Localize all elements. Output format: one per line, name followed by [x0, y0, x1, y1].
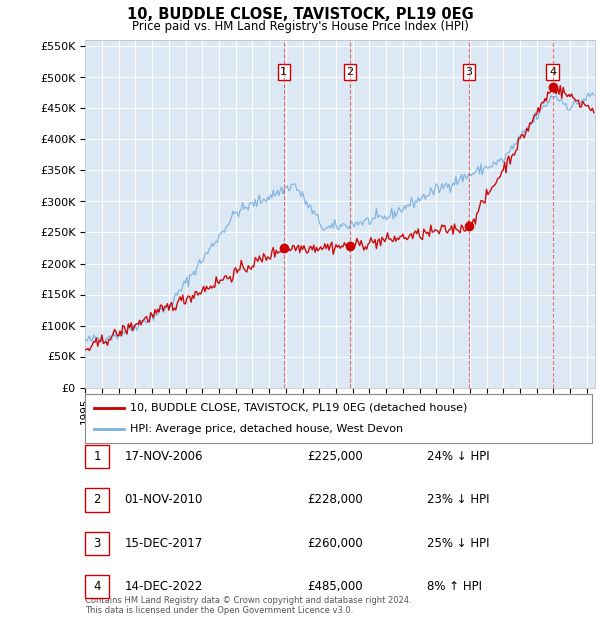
Text: 2: 2	[346, 67, 353, 78]
Text: £260,000: £260,000	[307, 537, 363, 550]
Text: 14-DEC-2022: 14-DEC-2022	[124, 580, 203, 593]
Text: 10, BUDDLE CLOSE, TAVISTOCK, PL19 0EG: 10, BUDDLE CLOSE, TAVISTOCK, PL19 0EG	[127, 7, 473, 22]
Text: 2: 2	[94, 494, 101, 507]
Text: 1: 1	[280, 67, 287, 78]
Text: 4: 4	[94, 580, 101, 593]
Text: 3: 3	[94, 537, 101, 550]
Text: 23% ↓ HPI: 23% ↓ HPI	[427, 494, 490, 507]
Text: 10, BUDDLE CLOSE, TAVISTOCK, PL19 0EG (detached house): 10, BUDDLE CLOSE, TAVISTOCK, PL19 0EG (d…	[130, 402, 467, 412]
Text: HPI: Average price, detached house, West Devon: HPI: Average price, detached house, West…	[130, 425, 403, 435]
Text: 1: 1	[94, 450, 101, 463]
Text: 4: 4	[549, 67, 556, 78]
Text: Price paid vs. HM Land Registry's House Price Index (HPI): Price paid vs. HM Land Registry's House …	[131, 20, 469, 33]
Text: £228,000: £228,000	[307, 494, 363, 507]
Text: 15-DEC-2017: 15-DEC-2017	[124, 537, 202, 550]
Text: 8% ↑ HPI: 8% ↑ HPI	[427, 580, 482, 593]
Text: 24% ↓ HPI: 24% ↓ HPI	[427, 450, 490, 463]
Text: Contains HM Land Registry data © Crown copyright and database right 2024.
This d: Contains HM Land Registry data © Crown c…	[85, 596, 412, 615]
Text: 17-NOV-2006: 17-NOV-2006	[124, 450, 203, 463]
Text: 01-NOV-2010: 01-NOV-2010	[124, 494, 203, 507]
Text: £225,000: £225,000	[307, 450, 363, 463]
Text: 3: 3	[466, 67, 473, 78]
Text: £485,000: £485,000	[307, 580, 363, 593]
Text: 25% ↓ HPI: 25% ↓ HPI	[427, 537, 490, 550]
